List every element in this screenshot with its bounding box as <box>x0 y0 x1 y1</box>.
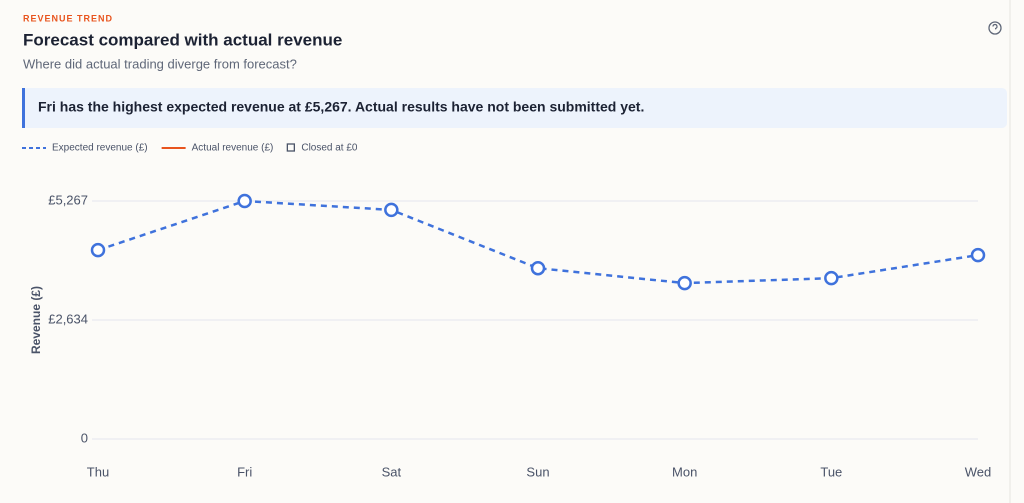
data-point <box>970 247 986 263</box>
data-point <box>824 270 839 286</box>
legend-swatch <box>286 143 295 152</box>
data-point <box>384 202 399 218</box>
callout-accent <box>22 88 25 128</box>
y-axis-label: Revenue (£) <box>29 286 43 354</box>
help-icon[interactable] <box>988 21 1002 35</box>
x-tick-label: Mon <box>672 464 697 479</box>
x-tick-label: Thu <box>87 464 109 479</box>
help-glyph <box>992 23 998 30</box>
chart-title: Forecast compared with actual revenue <box>23 30 342 49</box>
legend-label: Expected revenue (£) <box>52 143 148 154</box>
data-point <box>237 193 252 209</box>
callout-text: Fri has the highest expected revenue at … <box>38 99 644 115</box>
y-tick-label: £5,267 <box>48 192 88 207</box>
help-circle <box>988 21 1002 35</box>
x-tick-label: Tue <box>820 464 842 479</box>
x-tick-label: Wed <box>965 464 992 479</box>
legend-label: Actual revenue (£) <box>192 143 274 154</box>
eyebrow: REVENUE TREND <box>23 13 113 23</box>
y-tick-label: 0 <box>81 430 88 445</box>
data-point <box>90 242 106 258</box>
y-tick-label: £2,634 <box>48 311 88 326</box>
x-tick-label: Sat <box>382 464 402 479</box>
chart-subtitle: Where did actual trading diverge from fo… <box>23 56 297 71</box>
data-point <box>677 275 692 291</box>
callout-box <box>22 88 1007 128</box>
data-point <box>530 260 546 276</box>
x-tick-label: Sun <box>526 464 549 479</box>
x-tick-label: Fri <box>237 464 252 479</box>
legend-label: Closed at £0 <box>301 143 358 154</box>
